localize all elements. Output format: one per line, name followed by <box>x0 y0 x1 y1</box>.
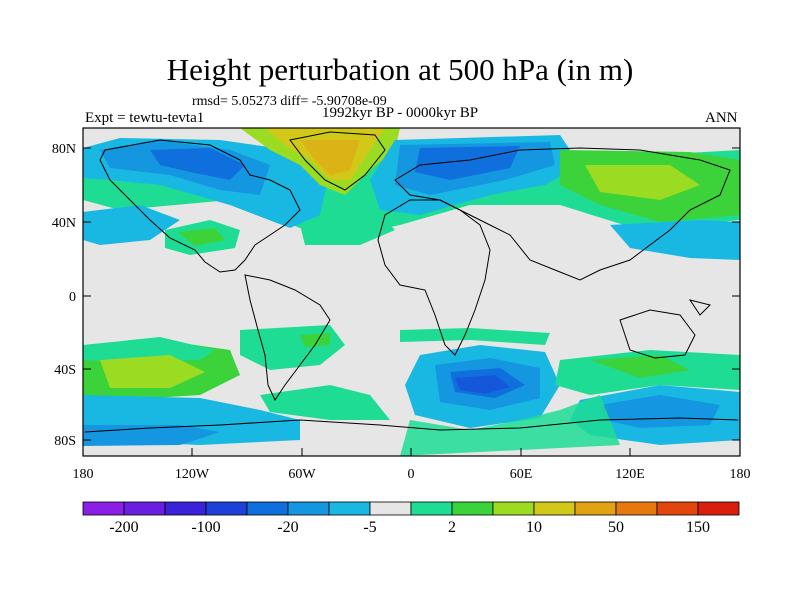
anomaly-field <box>83 128 740 456</box>
colorbar-swatch-7 <box>328 501 371 516</box>
region-sind-high-core <box>590 355 690 378</box>
region-pacific-high-core <box>178 228 225 246</box>
outline-eurasia <box>394 147 731 281</box>
region-satl-high-south <box>260 385 390 420</box>
colorbar-label-2: -100 <box>191 519 220 536</box>
colorbar-swatch-3 <box>164 501 207 516</box>
colorbar-label-6: 10 <box>526 519 542 536</box>
outline-antarctica <box>84 417 739 433</box>
lon-tick-120e: 120E <box>615 467 645 482</box>
outline-south-america <box>244 274 331 402</box>
region-asia-high-core <box>585 165 700 200</box>
region-npac-low-west <box>83 205 180 245</box>
rmsd-stats: rmsd= 5.05273 diff= -5.90708e-09 <box>192 94 387 109</box>
region-greenland-high-center <box>300 140 360 175</box>
colorbar-labels: -200 -100 -20 -5 2 10 50 150 <box>109 519 710 536</box>
plot-title: Height perturbation at 500 hPa (in m) <box>166 52 634 87</box>
region-npac-low-east <box>610 220 740 260</box>
colorbar-label-5: 2 <box>448 519 456 536</box>
period-label: 1992kyr BP - 0000kyr BP <box>322 105 479 121</box>
colorbar-label-8: 150 <box>686 519 710 536</box>
region-subtropical-band <box>400 328 550 345</box>
lon-tick-60w: 60W <box>288 467 316 482</box>
lon-tick-marks <box>82 448 741 456</box>
colorbar-label-3: -20 <box>277 519 298 536</box>
lon-tick-180w: 180 <box>73 467 94 482</box>
colorbar-swatch-8 <box>369 501 412 516</box>
lat-tick-40n: 40N <box>52 216 76 231</box>
colorbar-swatch-4 <box>205 501 248 516</box>
colorbar-swatch-13 <box>574 501 617 516</box>
region-sio-low-peak <box>455 375 510 394</box>
colorbar-swatch-11 <box>492 501 535 516</box>
colorbar-label-1: -200 <box>109 519 138 536</box>
colorbar-swatch-15 <box>656 501 699 516</box>
colorbar-swatch-16 <box>697 501 740 516</box>
lon-tick-120w: 120W <box>175 467 210 482</box>
colorbar <box>82 501 740 516</box>
colorbar-swatch-9 <box>410 501 453 516</box>
colorbar-swatch-10 <box>451 501 494 516</box>
colorbar-label-7: 50 <box>608 519 624 536</box>
colorbar-label-4: -5 <box>363 519 376 536</box>
region-na-low-center <box>150 148 245 180</box>
lat-tick-80s: 80S <box>54 434 76 449</box>
lat-tick-40s: 40S <box>54 363 76 378</box>
lon-tick-labels: 180 120W 60W 0 60E 120E 180 <box>73 467 751 482</box>
outline-greenland <box>289 131 386 191</box>
region-atlantic-high <box>300 215 395 245</box>
outline-north-america <box>99 139 301 273</box>
region-antarctic-high <box>400 395 620 456</box>
colorbar-swatch-12 <box>533 501 576 516</box>
outline-new-guinea <box>688 299 711 316</box>
coastlines <box>84 131 739 433</box>
experiment-label: Expt = tewtu-tevta1 <box>85 110 205 126</box>
colorbar-swatch-5 <box>246 501 289 516</box>
region-spac-high-core <box>100 355 205 388</box>
colorbar-swatch-14 <box>615 501 658 516</box>
lon-tick-180e: 180 <box>730 467 751 482</box>
outline-australia <box>619 309 696 359</box>
colorbar-swatch-1 <box>82 501 125 516</box>
lon-tick-60e: 60E <box>510 467 533 482</box>
season-label: ANN <box>705 110 738 126</box>
region-eurasia-low-center <box>415 146 520 180</box>
region-spac-high-edge <box>83 337 215 362</box>
colorbar-swatch-2 <box>123 501 166 516</box>
lon-tick-0: 0 <box>408 467 415 482</box>
colorbar-swatch-6 <box>287 501 330 516</box>
lat-tick-0: 0 <box>69 290 76 305</box>
lat-tick-marks <box>83 147 740 441</box>
region-satl-high-core <box>300 333 330 347</box>
lat-tick-labels: 80N 40N 0 40S 80S <box>52 142 76 449</box>
lat-tick-80n: 80N <box>52 142 76 157</box>
